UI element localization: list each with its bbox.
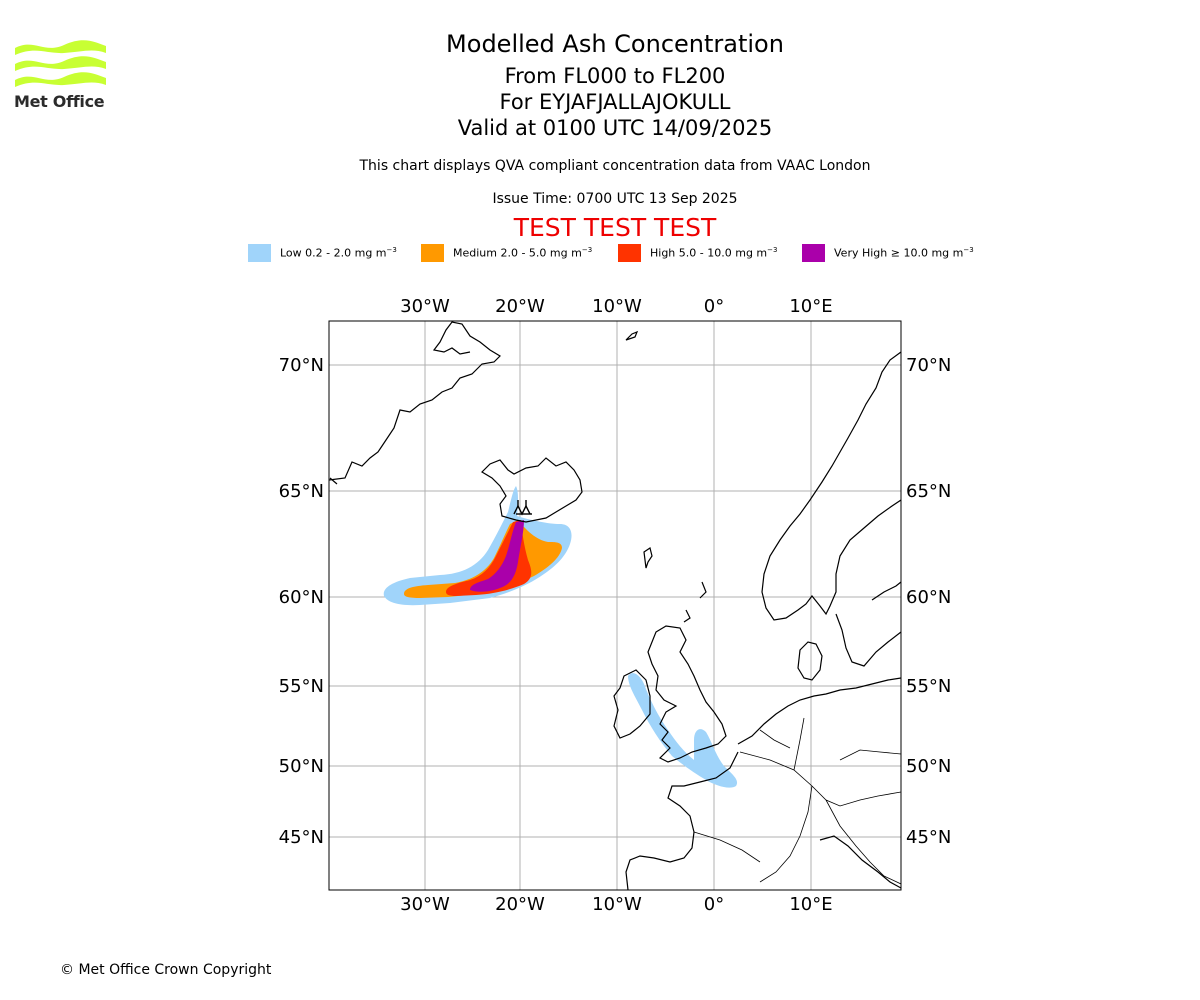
coastline-faroe xyxy=(643,547,653,569)
coastline-shetland xyxy=(699,581,707,599)
legend-item-medium: Medium 2.0 - 5.0 mg m−3 xyxy=(421,244,592,262)
lon-label-top: 30°W xyxy=(400,296,450,317)
lat-label-right: 60°N xyxy=(906,587,951,608)
lon-label-top: 10°W xyxy=(592,296,642,317)
lat-label-right: 45°N xyxy=(906,827,951,848)
legend-item-very-high: Very High ≥ 10.0 mg m−3 xyxy=(802,244,974,262)
graticule xyxy=(329,321,901,890)
lat-label-left: 55°N xyxy=(279,676,324,697)
met-office-logo xyxy=(15,40,106,87)
volcano-name: For EYJAFJALLAJOKULL xyxy=(499,90,731,114)
coastline-iceland xyxy=(481,457,583,523)
coastline-norway xyxy=(761,351,901,621)
lon-label-top: 0° xyxy=(704,296,724,317)
coastline-italy xyxy=(819,835,901,889)
borders xyxy=(693,717,901,885)
copyright-notice: © Met Office Crown Copyright xyxy=(60,962,272,978)
ash-plume-iceland xyxy=(383,486,738,788)
chart-description: This chart displays QVA compliant concen… xyxy=(359,158,871,174)
coastlines xyxy=(329,321,901,890)
coastline-orkney xyxy=(683,609,691,623)
lat-label-left: 70°N xyxy=(279,355,324,376)
lon-label-bottom: 10°W xyxy=(592,894,642,915)
map-frame xyxy=(328,320,902,891)
lat-labels-right: 70°N 65°N 60°N 55°N 50°N 45°N xyxy=(906,355,951,848)
lat-label-right: 55°N xyxy=(906,676,951,697)
coastline-france-iberia xyxy=(625,751,739,890)
legend-swatch-medium xyxy=(421,244,444,262)
lat-label-left: 65°N xyxy=(279,481,324,502)
coastline-greenland-tip xyxy=(329,477,338,485)
lon-labels-top: 30°W 20°W 10°W 0° 10°E xyxy=(400,296,832,317)
lat-label-right: 50°N xyxy=(906,756,951,777)
chart-title: Modelled Ash Concentration xyxy=(446,30,784,58)
coastline-gulf xyxy=(871,581,901,601)
lat-labels-left: 70°N 65°N 60°N 55°N 50°N 45°N xyxy=(279,355,324,848)
lon-label-bottom: 0° xyxy=(704,894,724,915)
valid-time: Valid at 0100 UTC 14/09/2025 xyxy=(457,116,773,140)
lon-label-bottom: 10°E xyxy=(789,894,832,915)
coastline-baltic xyxy=(835,613,901,667)
coastline-great-britain xyxy=(647,625,727,763)
ash-low-region-uk xyxy=(628,673,738,788)
coastline-denmark xyxy=(797,641,823,681)
coastline-greenland xyxy=(329,321,501,481)
legend-item-low: Low 0.2 - 2.0 mg m−3 xyxy=(248,244,397,262)
legend-swatch-low xyxy=(248,244,271,262)
ash-very-high-region xyxy=(470,520,524,592)
lat-label-left: 45°N xyxy=(279,827,324,848)
flight-levels: From FL000 to FL200 xyxy=(504,64,726,88)
lat-label-left: 50°N xyxy=(279,756,324,777)
lat-label-right: 70°N xyxy=(906,355,951,376)
lon-label-bottom: 30°W xyxy=(400,894,450,915)
legend-item-high: High 5.0 - 10.0 mg m−3 xyxy=(618,244,777,262)
test-banner: TEST TEST TEST xyxy=(513,213,717,242)
lat-label-left: 60°N xyxy=(279,587,324,608)
logo-text: Met Office xyxy=(14,92,105,111)
legend-swatch-very-high xyxy=(802,244,825,262)
lon-label-bottom: 20°W xyxy=(495,894,545,915)
legend-swatch-high xyxy=(618,244,641,262)
volcano-marker xyxy=(513,500,532,516)
issue-time: Issue Time: 0700 UTC 13 Sep 2025 xyxy=(492,191,738,207)
lon-label-top: 20°W xyxy=(495,296,545,317)
coastline-continent-north xyxy=(737,677,901,745)
coastline-ireland xyxy=(613,669,651,739)
lon-label-top: 10°E xyxy=(789,296,832,317)
lon-labels-bottom: 30°W 20°W 10°W 0° 10°E xyxy=(400,894,832,915)
lat-label-right: 65°N xyxy=(906,481,951,502)
coastline-jan-mayen xyxy=(625,330,639,341)
